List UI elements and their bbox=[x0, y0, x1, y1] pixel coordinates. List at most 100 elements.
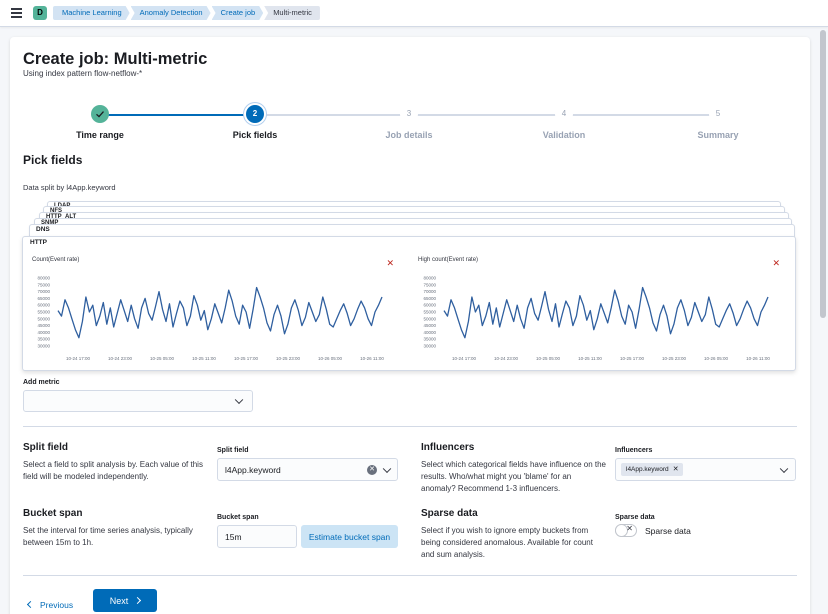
x-tick-label: 10-25 17:00 bbox=[234, 356, 259, 361]
step-pick-fields: 2 Pick fields bbox=[200, 105, 310, 140]
split-field-heading: Split field bbox=[23, 442, 68, 453]
close-icon[interactable]: ✕ bbox=[772, 258, 780, 268]
y-tick-label: 50000 bbox=[37, 316, 50, 321]
remove-icon[interactable]: ✕ bbox=[672, 466, 679, 473]
chevron-right-icon bbox=[134, 596, 142, 605]
next-label: Next bbox=[109, 595, 129, 606]
page-subtitle: Using index pattern flow-netflow-* bbox=[23, 69, 143, 78]
y-tick-label: 45000 bbox=[37, 323, 50, 328]
scrollbar-thumb[interactable] bbox=[820, 30, 826, 318]
chart-title: High count(Event rate) bbox=[418, 257, 479, 263]
create-job-panel: Create job: Multi-metric Using index pat… bbox=[10, 37, 810, 614]
estimate-bucket-span-button[interactable]: Estimate bucket span bbox=[301, 525, 398, 548]
next-button[interactable]: Next bbox=[93, 589, 157, 612]
space-avatar[interactable]: D bbox=[33, 6, 47, 20]
series-line bbox=[443, 286, 769, 339]
bucket-span-label: Bucket span bbox=[217, 514, 259, 521]
clear-icon[interactable]: ✕ bbox=[367, 464, 377, 475]
x-tick-label: 10-25 11:00 bbox=[578, 356, 602, 361]
split-field-label: Split field bbox=[217, 447, 249, 454]
step-number: 5 bbox=[709, 105, 727, 123]
y-tick-label: 45000 bbox=[423, 323, 436, 328]
x-tick-label: 10-26 11:00 bbox=[360, 356, 384, 361]
stacked-card-label: DNS bbox=[36, 226, 50, 233]
step-label: Time range bbox=[76, 130, 124, 140]
chevron-down-icon bbox=[779, 464, 789, 473]
x-tick-label: 10-25 17:00 bbox=[620, 356, 645, 361]
split-field-description: Select a field to split analysis by. Eac… bbox=[23, 460, 203, 481]
y-tick-label: 60000 bbox=[423, 303, 436, 308]
step-summary: 5 Summary bbox=[663, 105, 773, 140]
y-tick-label: 30000 bbox=[37, 344, 50, 349]
top-header: D Machine Learning Anomaly Detection Cre… bbox=[0, 0, 828, 27]
y-tick-label: 65000 bbox=[37, 296, 50, 301]
y-tick-label: 35000 bbox=[37, 337, 50, 342]
split-chart-card: HTTP 80000 75000 70000 65000 60000 55000 50000… bbox=[22, 236, 796, 371]
chart-title: Count(Event rate) bbox=[32, 257, 80, 263]
influencers-combobox[interactable]: l4App.keyword ✕ bbox=[615, 458, 796, 481]
step-number: 4 bbox=[555, 105, 573, 123]
influencers-description: Select which categorical fields have inf… bbox=[421, 460, 606, 493]
split-field-select[interactable]: l4App.keyword ✕ bbox=[217, 458, 398, 481]
page-scrollbar[interactable] bbox=[820, 30, 826, 610]
chevron-down-icon bbox=[234, 395, 244, 405]
step-label: Summary bbox=[697, 130, 739, 140]
bucket-span-input[interactable]: 15m bbox=[217, 525, 297, 548]
split-field-value: l4App.keyword bbox=[225, 464, 281, 475]
influencer-pill-label: l4App.keyword bbox=[626, 466, 669, 473]
x-tick-label: 10-26 05:00 bbox=[318, 356, 343, 361]
stacked-card-label: NFS bbox=[50, 208, 62, 214]
series-line bbox=[57, 286, 383, 339]
step-label: Validation bbox=[542, 130, 586, 140]
bucket-span-value: 15m bbox=[225, 531, 242, 542]
section-title: Pick fields bbox=[23, 153, 83, 167]
step-number: 2 bbox=[246, 105, 264, 123]
y-tick-label: 55000 bbox=[37, 310, 50, 315]
divider bbox=[23, 575, 797, 576]
stacked-card-label: HTTP_ALT bbox=[46, 214, 77, 220]
previous-label: Previous bbox=[40, 599, 74, 610]
x-tick-label: 10-26 11:00 bbox=[746, 356, 770, 361]
x-tick-label: 10-25 11:00 bbox=[192, 356, 216, 361]
chevron-down-icon bbox=[382, 464, 392, 473]
y-tick-label: 50000 bbox=[423, 316, 436, 321]
y-tick-label: 40000 bbox=[423, 330, 436, 335]
breadcrumb: Machine Learning Anomaly Detection Creat… bbox=[53, 6, 321, 20]
bucket-span-description: Set the interval for time series analysi… bbox=[23, 526, 193, 547]
y-tick-label: 30000 bbox=[423, 344, 436, 349]
count-event-rate-chart: 80000 75000 70000 65000 60000 55000 50000 45000… bbox=[24, 251, 402, 369]
sparse-data-switch-label[interactable]: Sparse data bbox=[645, 526, 691, 536]
y-tick-label: 70000 bbox=[37, 289, 50, 294]
y-tick-label: 75000 bbox=[423, 282, 436, 287]
x-tick-label: 10-25 05:00 bbox=[150, 356, 175, 361]
step-label: Job details bbox=[385, 130, 433, 140]
sparse-data-heading: Sparse data bbox=[421, 508, 478, 519]
step-job-details: 3 Job details bbox=[354, 105, 464, 140]
y-tick-label: 35000 bbox=[423, 337, 436, 342]
close-icon[interactable]: ✕ bbox=[386, 258, 394, 268]
bucket-span-heading: Bucket span bbox=[23, 508, 83, 519]
step-time-range[interactable]: Time range bbox=[45, 105, 155, 140]
step-label: Pick fields bbox=[232, 130, 278, 140]
previous-button[interactable]: Previous bbox=[26, 593, 74, 614]
x-tick-label: 10-24 23:00 bbox=[494, 356, 519, 361]
breadcrumb-multi-metric: Multi-metric bbox=[264, 6, 320, 20]
steps-track-complete bbox=[100, 114, 255, 116]
sparse-data-switch[interactable]: ✕ bbox=[615, 524, 637, 537]
y-tick-label: 65000 bbox=[423, 296, 436, 301]
add-metric-select[interactable] bbox=[23, 390, 253, 412]
menu-icon[interactable] bbox=[11, 8, 22, 18]
x-tick-label: 10-26 05:00 bbox=[704, 356, 729, 361]
stacked-card-label: SNMP bbox=[41, 220, 59, 226]
add-metric-label: Add metric bbox=[23, 379, 60, 386]
y-tick-label: 55000 bbox=[423, 310, 436, 315]
sparse-data-description: Select if you wish to ignore empty bucke… bbox=[421, 526, 593, 559]
breadcrumb-anomaly-detection[interactable]: Anomaly Detection bbox=[131, 6, 211, 20]
breadcrumb-machine-learning[interactable]: Machine Learning bbox=[53, 6, 130, 20]
breadcrumb-create-job[interactable]: Create job bbox=[212, 6, 264, 20]
y-tick-label: 80000 bbox=[423, 276, 436, 281]
x-tick-label: 10-24 23:00 bbox=[108, 356, 133, 361]
sparse-data-label: Sparse data bbox=[615, 514, 655, 521]
influencer-pill: l4App.keyword ✕ bbox=[621, 463, 683, 476]
